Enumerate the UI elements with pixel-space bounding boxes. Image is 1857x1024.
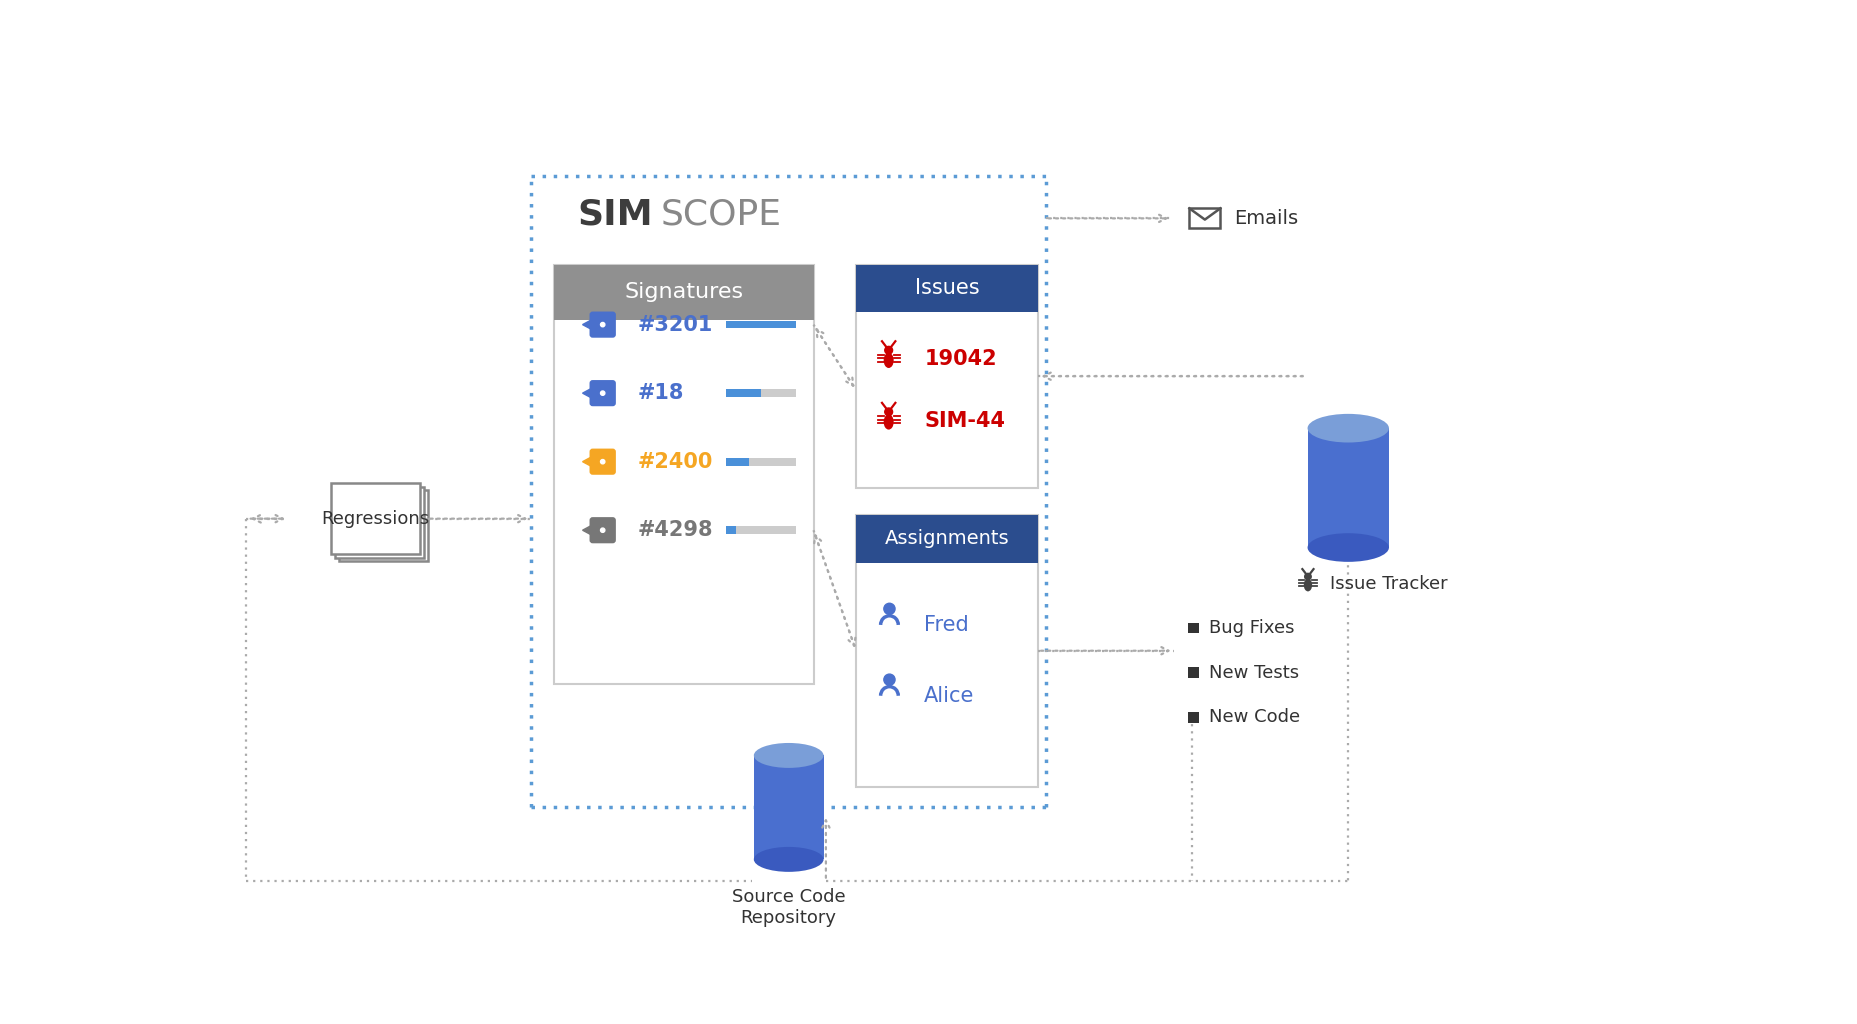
Text: Issue Tracker: Issue Tracker xyxy=(1330,575,1447,593)
Text: #3201: #3201 xyxy=(637,314,713,335)
Bar xyxy=(754,756,823,859)
Bar xyxy=(726,526,735,535)
Bar xyxy=(334,486,423,557)
Text: SIM-44: SIM-44 xyxy=(923,411,1005,431)
Text: Fred: Fred xyxy=(923,615,969,635)
Text: Issues: Issues xyxy=(914,279,979,298)
FancyBboxPatch shape xyxy=(589,380,615,407)
Bar xyxy=(856,264,1038,487)
FancyBboxPatch shape xyxy=(589,449,615,475)
Bar xyxy=(1187,712,1198,723)
Bar xyxy=(338,490,427,561)
Bar xyxy=(553,264,813,684)
Bar xyxy=(592,520,613,541)
Bar xyxy=(331,483,420,554)
Polygon shape xyxy=(583,457,592,467)
Bar xyxy=(726,458,795,466)
Bar xyxy=(726,389,795,397)
Text: Assignments: Assignments xyxy=(884,529,1008,548)
Text: #2400: #2400 xyxy=(637,452,713,472)
FancyBboxPatch shape xyxy=(589,311,615,338)
Circle shape xyxy=(600,391,605,395)
Bar xyxy=(592,383,613,403)
Text: New Tests: New Tests xyxy=(1209,664,1298,682)
Text: SIM: SIM xyxy=(578,198,652,231)
Bar xyxy=(592,452,613,472)
Bar xyxy=(856,264,1038,312)
Ellipse shape xyxy=(754,743,823,768)
Polygon shape xyxy=(583,388,592,398)
Text: 19042: 19042 xyxy=(923,349,997,370)
Text: Signatures: Signatures xyxy=(624,283,743,302)
Text: SCOPE: SCOPE xyxy=(661,198,782,231)
Text: Source Code
Repository: Source Code Repository xyxy=(732,888,845,927)
Polygon shape xyxy=(583,319,592,330)
Ellipse shape xyxy=(1307,414,1389,442)
Ellipse shape xyxy=(754,847,823,871)
Ellipse shape xyxy=(884,352,893,368)
Bar xyxy=(1187,623,1198,634)
Circle shape xyxy=(884,346,891,354)
Circle shape xyxy=(884,408,891,416)
Bar xyxy=(856,515,1038,562)
Bar xyxy=(592,314,613,335)
Text: New Code: New Code xyxy=(1209,709,1300,726)
Bar xyxy=(1188,208,1220,228)
FancyBboxPatch shape xyxy=(589,517,615,544)
Text: Emails: Emails xyxy=(1233,209,1298,228)
Circle shape xyxy=(600,460,605,464)
Bar xyxy=(856,515,1038,786)
Circle shape xyxy=(884,674,895,685)
Text: Bug Fixes: Bug Fixes xyxy=(1209,618,1294,637)
Circle shape xyxy=(600,528,605,532)
Text: #4298: #4298 xyxy=(637,520,713,541)
Polygon shape xyxy=(583,525,592,536)
Ellipse shape xyxy=(884,415,893,430)
Bar xyxy=(726,321,795,329)
Circle shape xyxy=(1304,573,1311,580)
Bar xyxy=(553,264,813,319)
Text: Regressions: Regressions xyxy=(321,510,429,527)
Text: #18: #18 xyxy=(637,383,683,403)
Bar xyxy=(1187,668,1198,678)
Bar xyxy=(726,458,748,466)
Bar xyxy=(726,321,795,329)
Text: Alice: Alice xyxy=(923,686,975,706)
Bar xyxy=(726,389,760,397)
Ellipse shape xyxy=(1304,579,1311,592)
Ellipse shape xyxy=(1307,534,1389,562)
Bar xyxy=(726,526,795,535)
Circle shape xyxy=(600,323,605,327)
Circle shape xyxy=(884,603,895,614)
Bar xyxy=(1307,428,1389,548)
